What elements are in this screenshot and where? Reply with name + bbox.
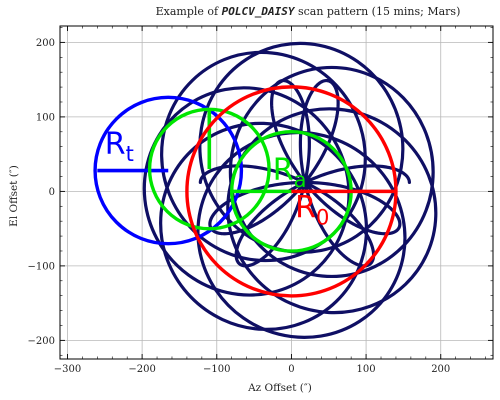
scan-loop [160, 50, 367, 263]
y-tick-label: −100 [28, 261, 55, 272]
chart-title: Example of POLCV_DAISY scan pattern (15 … [156, 5, 461, 18]
x-tick-label: 0 [288, 364, 294, 375]
y-tick-label: −200 [28, 336, 55, 347]
x-tick-label: −300 [54, 364, 81, 375]
annotation-label: R0 [295, 190, 329, 229]
x-tick-label: −200 [128, 364, 155, 375]
x-axis-label: Az Offset (″) [247, 382, 312, 394]
y-tick-label: 200 [36, 38, 55, 49]
y-tick-label: 100 [36, 112, 55, 123]
axis-ticks: −300 −200 −100 0 100 200 −200 −100 0 100 200 [28, 26, 493, 375]
annotation-label: Rt [105, 127, 134, 166]
x-tick-label: 100 [357, 364, 376, 375]
annotation-circle-secondary [147, 107, 271, 231]
annotation-label: Ra [273, 153, 307, 192]
x-tick-label: −100 [203, 364, 230, 375]
y-axis-label: El Offset (″) [8, 165, 20, 227]
chart-title-prefix: Example of [156, 5, 222, 18]
chart-title-suffix: scan pattern (15 mins; Mars) [294, 5, 460, 18]
x-tick-label: 200 [431, 364, 450, 375]
annotation-circle [93, 95, 244, 246]
scan-loop [159, 121, 369, 331]
scan-loop [196, 130, 407, 339]
y-tick-label: 0 [49, 187, 55, 198]
scan-loop [228, 65, 435, 279]
scan-pattern-series [142, 41, 438, 339]
scan-loop [198, 41, 405, 254]
chart-title-mode: POLCV_DAISY [222, 5, 296, 18]
scan-petal-path [198, 78, 411, 268]
